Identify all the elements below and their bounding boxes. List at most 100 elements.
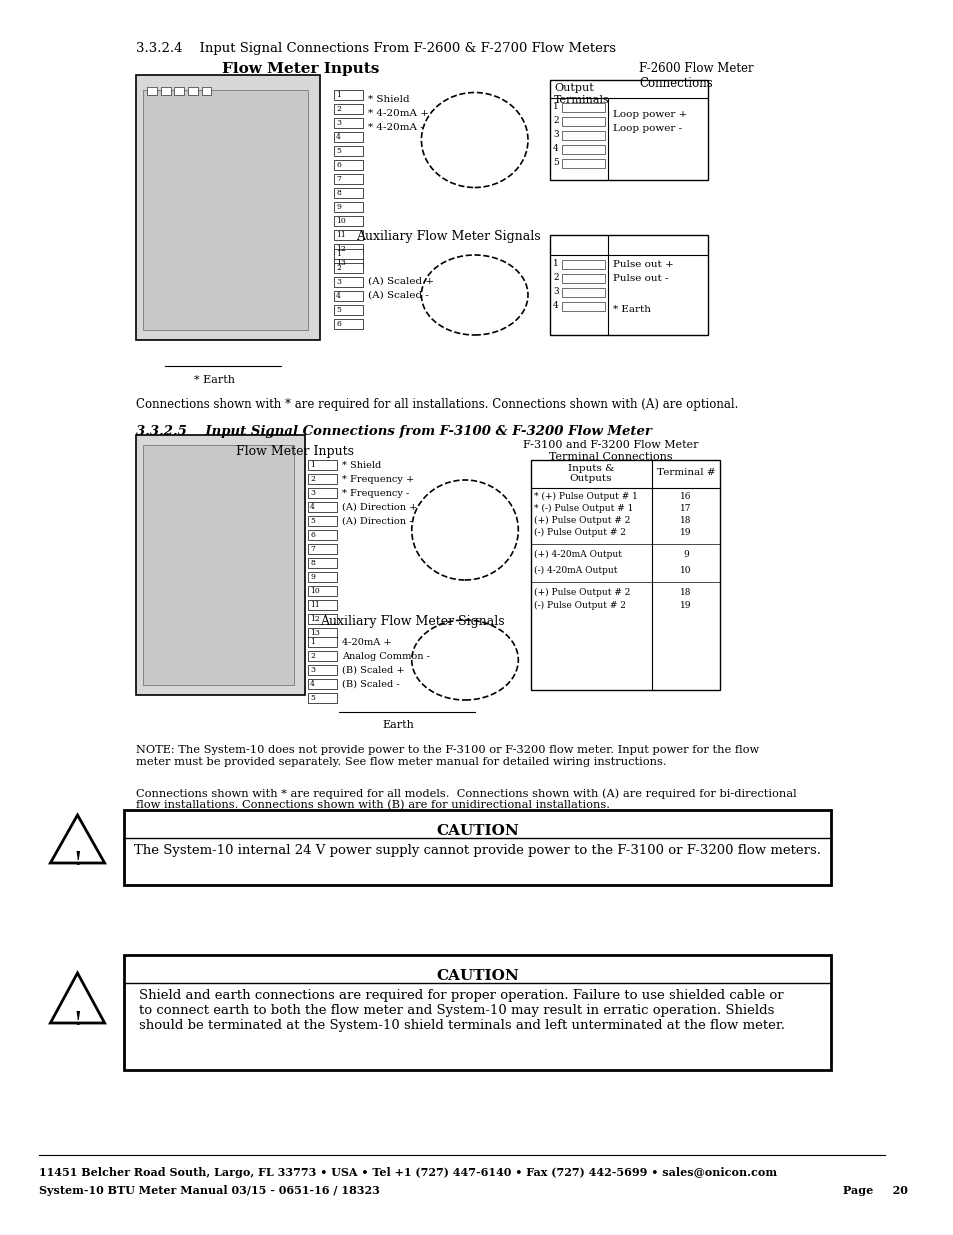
Bar [308,488,336,498]
Bar [174,86,184,95]
Text: 5: 5 [310,694,314,701]
Text: 18: 18 [679,588,691,597]
Text: (A) Direction -: (A) Direction - [341,517,412,526]
Text: 2: 2 [310,652,314,659]
Text: 2: 2 [335,264,340,272]
Text: 4: 4 [335,291,340,300]
Text: 13: 13 [310,629,319,637]
Text: * (-) Pulse Output # 1: * (-) Pulse Output # 1 [534,504,633,513]
Text: 5: 5 [553,158,558,167]
Text: 1: 1 [553,103,558,111]
Text: 2: 2 [553,116,558,125]
Bar [561,303,604,311]
Bar [135,435,305,695]
Bar [334,119,363,128]
Bar [334,104,363,114]
Bar [334,161,363,170]
Bar [135,75,319,340]
Text: Flow Meter Inputs: Flow Meter Inputs [221,62,378,77]
Bar [161,86,171,95]
Text: 7: 7 [310,545,314,553]
Bar [308,600,336,610]
Text: * Shield: * Shield [368,95,410,104]
Text: Connections shown with * are required for all models.  Connections shown with (A: Connections shown with * are required fo… [135,788,796,810]
Text: 1: 1 [310,461,314,469]
Text: 2: 2 [335,105,340,112]
Text: 3: 3 [553,287,558,296]
Text: 3.3.2.4    Input Signal Connections From F-2600 & F-2700 Flow Meters: 3.3.2.4 Input Signal Connections From F-… [135,42,615,56]
Text: Loop power +: Loop power + [613,110,687,119]
Text: Auxiliary Flow Meter Signals: Auxiliary Flow Meter Signals [319,615,504,629]
Polygon shape [51,973,105,1023]
Text: 10: 10 [335,217,346,225]
Text: 4: 4 [310,503,314,511]
Text: 19: 19 [679,529,691,537]
Text: Shield and earth connections are required for proper operation. Failure to use s: Shield and earth connections are require… [138,989,783,1032]
Text: Pulse out +: Pulse out + [613,261,673,269]
Text: 9: 9 [335,203,340,211]
Bar [334,277,363,287]
Text: Pulse out -: Pulse out - [613,274,668,283]
Bar [308,693,336,703]
Text: 12: 12 [335,245,346,253]
Bar [334,216,363,226]
Bar [308,501,336,513]
Polygon shape [51,815,105,863]
Text: 2: 2 [553,273,558,282]
Bar [188,86,197,95]
Text: 4: 4 [310,680,314,688]
Bar [308,651,336,661]
Text: 1: 1 [335,91,340,99]
Text: Loop power -: Loop power - [613,124,681,133]
Text: Earth: Earth [382,720,415,730]
Text: 3: 3 [335,119,341,127]
Text: * (+) Pulse Output # 1: * (+) Pulse Output # 1 [534,492,637,501]
Bar [334,291,363,301]
Bar [334,132,363,142]
Text: 6: 6 [335,161,340,169]
Text: 1: 1 [553,259,558,268]
Text: The System-10 internal 24 V power supply cannot provide power to the F-3100 or F: The System-10 internal 24 V power supply… [134,844,821,857]
Text: 3: 3 [310,666,314,674]
Bar [334,319,363,329]
Text: 12: 12 [310,615,319,622]
Bar [334,305,363,315]
Bar [561,261,604,269]
Text: Page     20: Page 20 [841,1186,906,1195]
Text: Terminal #: Terminal # [656,468,715,477]
Bar [561,159,604,168]
Bar [334,258,363,268]
Text: * Frequency +: * Frequency + [341,475,414,484]
Bar [308,629,336,638]
Text: 10: 10 [679,566,691,576]
Bar [561,288,604,296]
Bar [124,810,830,885]
Bar [334,263,363,273]
Text: System-10 BTU Meter Manual 03/15 - 0651-16 / 18323: System-10 BTU Meter Manual 03/15 - 0651-… [39,1186,379,1195]
Bar [308,459,336,471]
Bar [308,664,336,676]
Text: 17: 17 [679,504,691,513]
Bar [308,474,336,484]
Bar [308,679,336,689]
Bar [550,80,707,180]
Bar [308,558,336,568]
Text: * 4-20mA +: * 4-20mA + [368,109,429,119]
Text: 8: 8 [335,189,340,198]
Text: (B) Scaled +: (B) Scaled + [341,666,404,676]
Text: (B) Scaled -: (B) Scaled - [341,680,399,689]
Bar [143,445,294,685]
Text: !: ! [73,851,82,869]
Text: CAUTION: CAUTION [436,824,518,839]
Text: NOTE: The System-10 does not provide power to the F-3100 or F-3200 flow meter. I: NOTE: The System-10 does not provide pow… [135,745,758,767]
Text: Output
Terminals: Output Terminals [554,83,609,105]
Text: 4-20mA +: 4-20mA + [341,638,391,647]
Text: 16: 16 [679,492,691,501]
Text: 13: 13 [335,259,346,267]
Text: (+) Pulse Output # 2: (+) Pulse Output # 2 [534,588,630,598]
Text: 1: 1 [335,249,340,258]
Bar [334,203,363,212]
Text: 18: 18 [679,516,691,525]
Text: 11: 11 [310,601,319,609]
Text: Auxiliary Flow Meter Signals: Auxiliary Flow Meter Signals [356,230,540,243]
